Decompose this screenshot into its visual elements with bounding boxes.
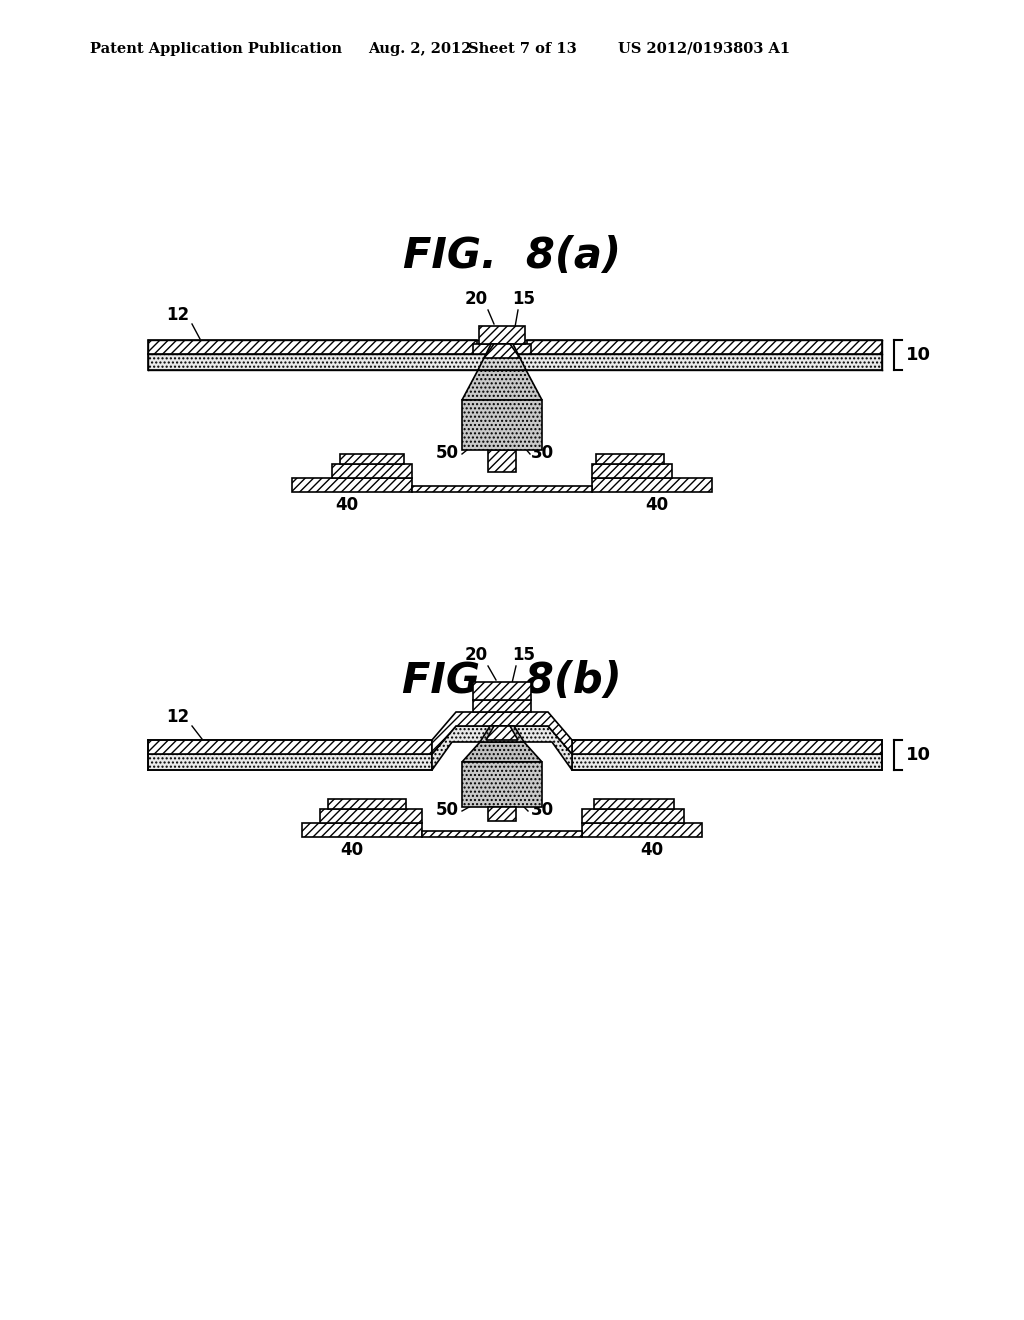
Text: FIG.  8(a): FIG. 8(a) (403, 235, 621, 277)
Bar (292, 478, 412, 492)
Bar (582, 822, 702, 837)
Bar (473, 345, 531, 354)
Text: Aug. 2, 2012: Aug. 2, 2012 (368, 42, 471, 55)
Text: 15: 15 (512, 290, 536, 308)
Bar (594, 799, 674, 809)
Bar (328, 799, 406, 809)
Polygon shape (480, 726, 524, 742)
Bar (422, 832, 582, 837)
Bar (473, 700, 531, 711)
Text: US 2012/0193803 A1: US 2012/0193803 A1 (618, 42, 791, 55)
Polygon shape (486, 726, 518, 741)
Text: Patent Application Publication: Patent Application Publication (90, 42, 342, 55)
Text: 50: 50 (435, 444, 459, 462)
Bar (302, 822, 422, 837)
Bar (596, 454, 664, 465)
Text: 15: 15 (512, 645, 536, 664)
Bar (473, 682, 531, 700)
Bar (488, 807, 516, 821)
Text: 20: 20 (465, 290, 487, 308)
Bar (412, 486, 592, 492)
Polygon shape (432, 726, 572, 770)
Bar (582, 809, 684, 822)
Text: 30: 30 (530, 444, 554, 462)
Bar (462, 762, 542, 807)
Bar (319, 809, 422, 822)
Bar (479, 326, 525, 345)
Text: 30: 30 (530, 801, 554, 818)
Polygon shape (462, 370, 542, 400)
Bar (148, 341, 477, 354)
Text: 50: 50 (435, 801, 459, 818)
Bar (488, 450, 516, 473)
Bar (340, 454, 404, 465)
Polygon shape (484, 345, 520, 358)
Text: 12: 12 (167, 306, 189, 323)
Bar (572, 741, 882, 754)
Text: 20: 20 (465, 645, 487, 664)
Bar (148, 354, 882, 370)
Bar (572, 754, 882, 770)
Text: 40: 40 (340, 841, 364, 859)
Bar (148, 741, 432, 754)
Text: 12: 12 (167, 708, 189, 726)
Text: 10: 10 (906, 346, 931, 364)
Bar (332, 465, 412, 478)
Polygon shape (432, 711, 572, 754)
Text: 40: 40 (336, 496, 358, 513)
Text: Sheet 7 of 13: Sheet 7 of 13 (468, 42, 577, 55)
Text: 10: 10 (906, 746, 931, 764)
Text: FIG.  8(b): FIG. 8(b) (402, 660, 622, 702)
Text: 40: 40 (645, 496, 669, 513)
Text: 40: 40 (640, 841, 664, 859)
Bar (592, 465, 672, 478)
Bar (592, 478, 712, 492)
Bar (148, 754, 432, 770)
Polygon shape (462, 742, 542, 762)
Bar (527, 341, 882, 354)
Polygon shape (478, 345, 526, 370)
Bar (462, 400, 542, 450)
